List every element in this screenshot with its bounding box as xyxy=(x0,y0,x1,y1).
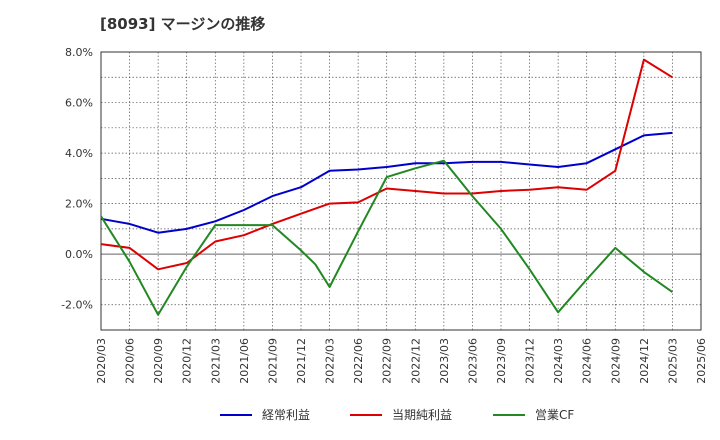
x-tick-label: 2024/12 xyxy=(638,338,651,384)
legend: 経常利益 当期純利益 営業CF xyxy=(220,408,574,422)
x-tick-label: 2022/12 xyxy=(409,338,422,384)
series-line-0 xyxy=(100,131,673,234)
y-tick-label: 6.0% xyxy=(65,97,93,110)
plot-frame xyxy=(100,51,702,331)
series-line-1 xyxy=(100,58,673,271)
x-tick-label: 2020/06 xyxy=(124,338,137,384)
x-tick-label: 2025/06 xyxy=(695,338,708,384)
grid-lines xyxy=(100,51,702,331)
y-tick-label: 2.0% xyxy=(65,198,93,211)
x-tick-label: 2021/06 xyxy=(238,338,251,384)
legend-label-0: 経常利益 xyxy=(262,408,310,422)
x-tick-label: 2020/09 xyxy=(152,338,165,384)
x-tick-label: 2023/06 xyxy=(466,338,479,384)
legend-label-2: 営業CF xyxy=(535,408,574,422)
y-tick-label: 4.0% xyxy=(65,147,93,160)
y-tick-label: 8.0% xyxy=(65,46,93,59)
x-tick-label: 2024/03 xyxy=(552,338,565,384)
series-line-2 xyxy=(100,159,673,316)
x-tick-label: 2021/03 xyxy=(209,338,222,384)
x-tick-label: 2020/12 xyxy=(181,338,194,384)
chart-title: [8093] マージンの推移 xyxy=(100,15,266,33)
x-tick-label: 2021/09 xyxy=(266,338,279,384)
series-lines xyxy=(100,58,673,316)
legend-label-1: 当期純利益 xyxy=(392,408,452,422)
x-tick-label: 2023/09 xyxy=(495,338,508,384)
x-tick-label: 2020/03 xyxy=(95,338,108,384)
tick-labels: 8.0% 6.0% 4.0% 2.0% 0.0% -2.0% 2020/03 2020/06 2… xyxy=(61,46,708,384)
x-tick-label: 2023/12 xyxy=(524,338,537,384)
x-tick-label: 2024/09 xyxy=(609,338,622,384)
x-tick-label: 2021/12 xyxy=(295,338,308,384)
x-tick-label: 2023/03 xyxy=(438,338,451,384)
y-tick-label: -2.0% xyxy=(61,299,93,312)
x-tick-label: 2022/09 xyxy=(381,338,394,384)
x-tick-label: 2022/03 xyxy=(324,338,337,384)
x-tick-label: 2024/06 xyxy=(581,338,594,384)
axes xyxy=(100,51,702,331)
x-tick-label: 2022/06 xyxy=(352,338,365,384)
y-tick-label: 0.0% xyxy=(65,248,93,261)
x-tick-label: 2025/03 xyxy=(666,338,679,384)
